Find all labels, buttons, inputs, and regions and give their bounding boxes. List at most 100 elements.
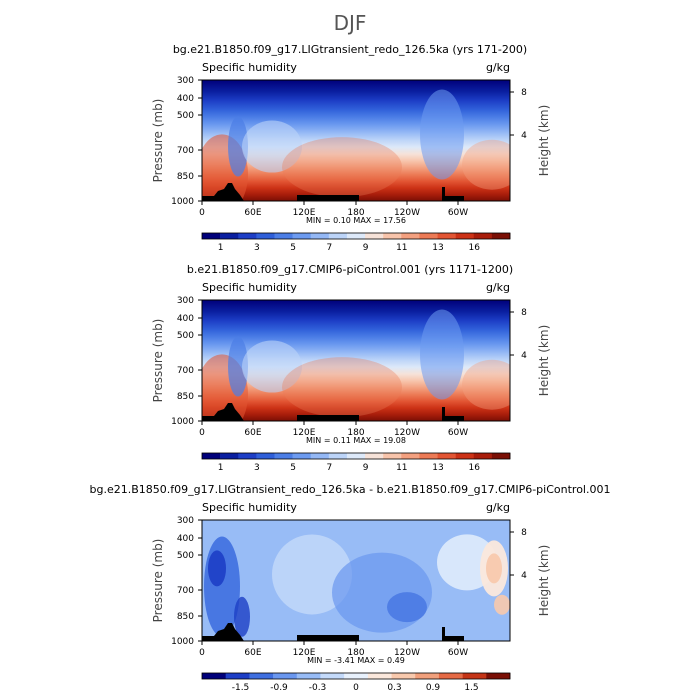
colorbar-swatch (391, 673, 416, 679)
pressure-tick-label: 300 (177, 516, 194, 526)
y-axis-label: Pressure (mb) (151, 319, 165, 403)
height-tick-label: 8 (521, 308, 527, 318)
field-label: Specific humidity (202, 501, 297, 514)
colorbar-swatch (486, 673, 511, 679)
longitude-tick-label: 120W (394, 428, 420, 438)
terrain-mask-andes-peak (442, 407, 445, 421)
colorbar-swatch (220, 453, 239, 459)
pressure-tick-label: 400 (177, 94, 194, 104)
colorbar-swatch (438, 673, 463, 679)
longitude-tick-label: 0 (199, 648, 205, 658)
colorbar-label: 5 (290, 243, 296, 253)
colorbar-swatch (437, 233, 456, 239)
colorbar-label: 1 (218, 243, 224, 253)
colorbar-swatch (473, 453, 493, 459)
colorbar-label: 16 (469, 243, 481, 253)
units-label: g/kg (486, 281, 510, 294)
longitude-tick-label: 60W (448, 648, 468, 658)
colorbar-swatch (437, 453, 456, 459)
colorbar-label: 13 (432, 243, 443, 253)
pressure-tick-label: 500 (177, 331, 194, 341)
pressure-tick-label: 400 (177, 314, 194, 324)
colorbar-swatch (238, 233, 257, 239)
colorbar-swatch (292, 453, 312, 459)
colorbar-swatch (419, 233, 438, 239)
terrain-mask-pacific (297, 415, 359, 421)
field-label: Specific humidity (202, 61, 297, 74)
colorbar-label: 1 (218, 463, 224, 473)
colorbar-swatch (273, 673, 298, 679)
panel-title: bg.e21.B1850.f09_g17.LIGtransient_redo_1… (173, 43, 527, 56)
colorbar-label: 9 (363, 463, 369, 473)
panel-title: bg.e21.B1850.f09_g17.LIGtransient_redo_1… (90, 483, 611, 496)
colorbar-label: 11 (396, 243, 407, 253)
heatmap-field (202, 80, 510, 201)
longitude-tick-label: 60W (448, 208, 468, 218)
colorbar-label: 7 (326, 463, 332, 473)
colorbar-label: 7 (326, 243, 332, 253)
colorbar-swatch (455, 233, 475, 239)
colorbar-swatch (328, 233, 348, 239)
colorbar-label: -0.9 (270, 683, 288, 693)
colorbar: 1 3 5 7 9 11 13 16 (201, 452, 511, 473)
pressure-tick-label: 850 (177, 612, 194, 622)
colorbar-swatch (401, 233, 420, 239)
y2-axis-label: Height (km) (537, 105, 551, 176)
colorbar-label: 0.3 (387, 683, 401, 693)
colorbar-swatch (310, 233, 330, 239)
min-max-label: MIN = -3.41 MAX = 0.49 (307, 656, 405, 665)
colorbar-swatch (249, 673, 274, 679)
colorbar-label: 3 (254, 243, 260, 253)
min-max-label: MIN = 0.10 MAX = 17.56 (306, 216, 406, 225)
heatmap-field (202, 300, 510, 421)
colorbar-swatch (473, 233, 493, 239)
colorbar-swatch (274, 233, 293, 239)
longitude-tick-label: 120E (293, 208, 316, 218)
pressure-tick-label: 400 (177, 534, 194, 544)
colorbar-label: 16 (469, 463, 481, 473)
longitude-tick-label: 120W (394, 208, 420, 218)
longitude-tick-label: 60E (244, 208, 261, 218)
colorbar-swatch (367, 673, 392, 679)
colorbar-swatch (296, 673, 321, 679)
colorbar-label: 0 (353, 683, 359, 693)
panel-1: bg.e21.B1850.f09_g17.LIGtransient_redo_1… (151, 43, 551, 253)
longitude-tick-label: 60E (244, 648, 261, 658)
y2-axis-label: Height (km) (537, 545, 551, 616)
pressure-tick-label: 500 (177, 551, 194, 561)
height-tick-label: 4 (521, 351, 527, 361)
pressure-tick-label: 700 (177, 146, 194, 156)
terrain-mask-pacific (297, 635, 359, 641)
colorbar-swatch (491, 453, 511, 459)
colorbar-swatch (491, 233, 511, 239)
colorbar-swatch (462, 673, 487, 679)
colorbar-label: 11 (396, 463, 407, 473)
colorbar-label: 13 (432, 463, 443, 473)
longitude-tick-label: 0 (199, 428, 205, 438)
pressure-tick-label: 850 (177, 392, 194, 402)
colorbar-swatch (401, 453, 420, 459)
colorbar-label: -0.3 (309, 683, 327, 693)
pressure-tick-label: 700 (177, 366, 194, 376)
colorbar-swatch (344, 673, 369, 679)
units-label: g/kg (486, 501, 510, 514)
longitude-tick-label: 60E (244, 428, 261, 438)
colorbar-swatch (346, 453, 366, 459)
terrain-mask-andes-peak (442, 627, 445, 641)
colorbar-label: -1.5 (232, 683, 250, 693)
colorbar-swatch (310, 453, 330, 459)
panel-2: b.e21.B1850.f09_g17.CMIP6-piControl.001 … (151, 263, 551, 473)
longitude-tick-label: 120E (293, 428, 316, 438)
pressure-tick-label: 1000 (171, 417, 194, 427)
colorbar-swatch (419, 453, 438, 459)
y-axis-label: Pressure (mb) (151, 539, 165, 623)
height-tick-label: 8 (521, 88, 527, 98)
height-tick-label: 8 (521, 528, 527, 538)
pressure-tick-label: 300 (177, 76, 194, 86)
colorbar-swatch (225, 673, 250, 679)
colorbar-swatch (292, 233, 312, 239)
pressure-tick-label: 500 (177, 111, 194, 121)
pressure-tick-label: 300 (177, 296, 194, 306)
colorbar: 1 3 5 7 9 11 13 16 (201, 232, 511, 253)
